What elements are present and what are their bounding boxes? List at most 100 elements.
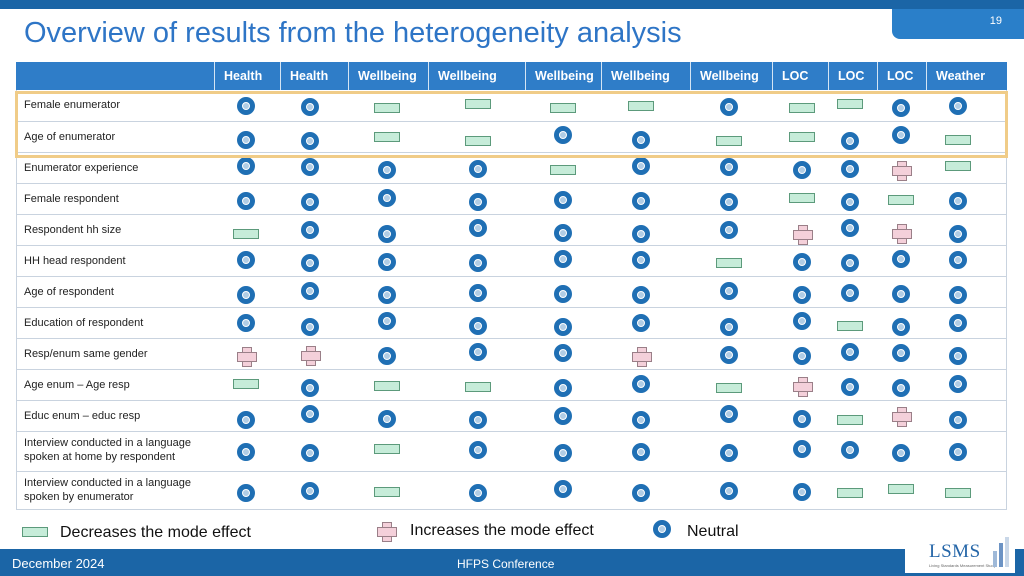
neutral-effect-icon <box>554 223 572 242</box>
neutral-effect-icon <box>469 484 487 502</box>
increase-effect-icon <box>301 345 321 366</box>
column-header: Health <box>290 69 329 83</box>
table-right-border <box>1006 90 1007 510</box>
neutral-effect-icon <box>720 317 738 336</box>
table-row: Resp/enum same gender <box>16 339 1007 370</box>
neutral-effect-icon <box>378 346 396 365</box>
row-label: Enumerator experience <box>24 162 139 174</box>
neutral-effect-icon <box>841 131 859 150</box>
increase-effect-icon <box>793 376 813 397</box>
neutral-effect-icon <box>554 125 572 144</box>
table-row: Age enum – Age resp <box>16 370 1007 401</box>
logo-figure-icon <box>993 537 1009 567</box>
increase-effect-icon <box>892 223 912 244</box>
legend-neutral-label: Neutral <box>687 523 739 540</box>
neutral-effect-icon <box>632 285 650 304</box>
neutral-effect-icon <box>720 220 738 239</box>
neutral-effect-icon <box>554 343 572 362</box>
neutral-effect-icon <box>378 285 396 304</box>
neutral-effect-icon <box>841 283 859 302</box>
increase-effect-icon <box>892 406 912 427</box>
footer-bar: December 2024 HFPS Conference <box>0 549 1024 576</box>
neutral-effect-icon <box>378 188 396 207</box>
slide-number: 19 <box>989 15 1002 27</box>
neutral-effect-icon <box>632 250 650 269</box>
neutral-effect-icon <box>892 249 910 268</box>
neutral-effect-icon <box>793 252 811 271</box>
neutral-effect-icon <box>841 159 859 178</box>
table-header: Health Health Wellbeing Wellbeing Wellbeing W… <box>16 62 1007 90</box>
slide-number-tab: 19 <box>892 9 1024 39</box>
row-label: Interview conducted in a language spoken… <box>24 477 191 503</box>
neutral-effect-icon <box>237 313 255 332</box>
neutral-effect-icon <box>841 342 859 361</box>
row-label: HH head respondent <box>24 255 126 267</box>
decrease-effect-icon <box>837 320 863 331</box>
table-row: Female respondent <box>16 184 1007 215</box>
column-separator <box>690 62 691 90</box>
neutral-effect-icon <box>632 156 650 175</box>
column-separator <box>772 62 773 90</box>
row-label: Age of enumerator <box>24 131 116 143</box>
slide-title: Overview of results from the heterogenei… <box>24 17 682 49</box>
neutral-effect-icon <box>237 484 255 502</box>
neutral-effect-icon <box>554 378 572 397</box>
neutral-effect-icon <box>892 343 910 362</box>
decrease-effect-icon <box>374 444 400 454</box>
neutral-effect-icon <box>237 130 255 149</box>
neutral-effect-icon <box>720 281 738 300</box>
column-header: LOC <box>838 69 865 83</box>
neutral-effect-icon <box>841 192 859 211</box>
neutral-effect-icon <box>793 346 811 365</box>
legend-decrease-label: Decreases the mode effect <box>60 524 251 541</box>
increase-effect-icon <box>892 160 912 181</box>
neutral-effect-icon <box>301 131 319 150</box>
logo-subtitle: Living Standards Measurement Study <box>929 563 996 568</box>
neutral-effect-icon <box>632 224 650 243</box>
increase-effect-icon <box>793 224 813 245</box>
decrease-effect-icon <box>945 134 971 145</box>
neutral-effect-icon <box>632 130 650 149</box>
decrease-effect-icon <box>374 103 400 113</box>
neutral-effect-icon <box>554 480 572 498</box>
neutral-effect-icon <box>949 285 967 304</box>
neutral-effect-icon <box>301 281 319 300</box>
legend-increase-label: Increases the mode effect <box>410 522 594 539</box>
decrease-effect-icon <box>837 414 863 425</box>
table-left-border <box>16 90 17 510</box>
decrease-effect-icon <box>888 194 914 205</box>
column-separator <box>601 62 602 90</box>
column-separator <box>877 62 878 90</box>
neutral-effect-icon <box>949 191 967 210</box>
neutral-effect-icon <box>892 125 910 144</box>
row-label: Female enumerator <box>24 99 120 111</box>
table-row: Age of enumerator <box>16 122 1007 153</box>
decrease-effect-icon <box>716 382 742 393</box>
decrease-effect-icon <box>465 135 491 146</box>
table-row: Age of respondent <box>16 277 1007 308</box>
decrease-effect-icon <box>789 131 815 142</box>
neutral-effect-icon <box>949 224 967 243</box>
decrease-effect-icon <box>465 381 491 392</box>
neutral-effect-icon <box>892 378 910 397</box>
neutral-effect-icon <box>554 317 572 336</box>
table-row: Interview conducted in a language spoken… <box>16 432 1007 472</box>
neutral-effect-icon <box>237 250 255 269</box>
legend-increase-icon <box>377 522 397 542</box>
decrease-effect-icon <box>233 378 259 389</box>
neutral-effect-icon <box>237 97 255 115</box>
neutral-effect-icon <box>793 160 811 179</box>
neutral-effect-icon <box>554 284 572 303</box>
neutral-effect-icon <box>720 192 738 211</box>
neutral-effect-icon <box>720 345 738 364</box>
column-separator <box>348 62 349 90</box>
neutral-effect-icon <box>720 482 738 500</box>
neutral-effect-icon <box>469 410 487 429</box>
row-label: Respondent hh size <box>24 224 122 236</box>
decrease-effect-icon <box>550 103 576 113</box>
decrease-effect-icon <box>789 192 815 203</box>
neutral-effect-icon <box>720 157 738 176</box>
column-separator <box>926 62 927 90</box>
legend-neutral-icon <box>653 520 671 538</box>
decrease-effect-icon <box>789 103 815 113</box>
